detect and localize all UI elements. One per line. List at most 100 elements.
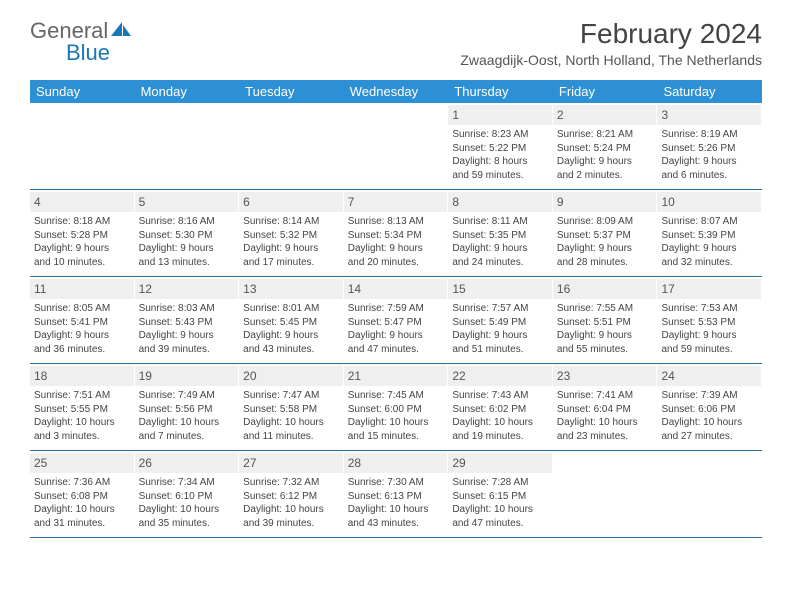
sunset-text: Sunset: 5:53 PM bbox=[661, 316, 757, 330]
sunrise-text: Sunrise: 8:19 AM bbox=[661, 128, 757, 142]
sunset-text: Sunset: 5:49 PM bbox=[452, 316, 548, 330]
day-number: 22 bbox=[448, 366, 552, 386]
dl2-text: and 7 minutes. bbox=[139, 430, 235, 444]
day-cell: 3 Sunrise: 8:19 AMSunset: 5:26 PMDaylight… bbox=[657, 103, 762, 189]
sunset-text: Sunset: 5:51 PM bbox=[557, 316, 653, 330]
dl2-text: and 47 minutes. bbox=[452, 517, 548, 531]
day-cell: 22 Sunrise: 7:43 AMSunset: 6:02 PMDayligh… bbox=[448, 364, 553, 450]
sunset-text: Sunset: 6:04 PM bbox=[557, 403, 653, 417]
sunset-text: Sunset: 6:06 PM bbox=[661, 403, 757, 417]
day-cell: 1Sunrise: 8:23 AMSunset: 5:22 PMDaylight… bbox=[448, 103, 553, 189]
day-cell: 21Sunrise: 7:45 AMSunset: 6:00 PMDayligh… bbox=[344, 364, 449, 450]
sunrise-text: Sunrise: 8:18 AM bbox=[34, 215, 130, 229]
dl1-text: Daylight: 10 hours bbox=[557, 416, 653, 430]
logo-blue-text-wrap: Blue bbox=[30, 40, 110, 66]
day-number: 28 bbox=[344, 453, 448, 473]
sunset-text: Sunset: 5:26 PM bbox=[661, 142, 757, 156]
sunrise-text: Sunrise: 7:57 AM bbox=[452, 302, 548, 316]
day-number: 24 bbox=[657, 366, 761, 386]
day-number: 4 bbox=[30, 192, 134, 212]
day-cell: 23Sunrise: 7:41 AMSunset: 6:04 PMDayligh… bbox=[553, 364, 658, 450]
sunrise-text: Sunrise: 8:14 AM bbox=[243, 215, 339, 229]
day-cell bbox=[30, 103, 135, 189]
day-cell: 12Sunrise: 8:03 AMSunset: 5:43 PMDayligh… bbox=[135, 277, 240, 363]
day-number: 14 bbox=[344, 279, 448, 299]
day-header: Monday bbox=[135, 80, 240, 103]
day-number: 16 bbox=[553, 279, 657, 299]
day-cell: 26Sunrise: 7:34 AMSunset: 6:10 PMDayligh… bbox=[135, 451, 240, 537]
sunset-text: Sunset: 5:58 PM bbox=[243, 403, 339, 417]
sunset-text: Sunset: 6:00 PM bbox=[348, 403, 444, 417]
day-cell: 18Sunrise: 7:51 AMSunset: 5:55 PMDayligh… bbox=[30, 364, 135, 450]
logo-text-blue: Blue bbox=[66, 40, 110, 65]
day-cell: 7Sunrise: 8:13 AMSunset: 5:34 PMDaylight… bbox=[344, 190, 449, 276]
dl1-text: Daylight: 9 hours bbox=[452, 242, 548, 256]
day-cell: 2Sunrise: 8:21 AMSunset: 5:24 PMDaylight… bbox=[553, 103, 658, 189]
dl1-text: Daylight: 10 hours bbox=[452, 416, 548, 430]
dl2-text: and 59 minutes. bbox=[452, 169, 548, 183]
day-number: 26 bbox=[135, 453, 239, 473]
sunrise-text: Sunrise: 7:30 AM bbox=[348, 476, 444, 490]
dl1-text: Daylight: 9 hours bbox=[243, 242, 339, 256]
month-title: February 2024 bbox=[460, 18, 762, 50]
day-number: 3 bbox=[657, 105, 761, 125]
dl1-text: Daylight: 9 hours bbox=[139, 329, 235, 343]
sunset-text: Sunset: 5:41 PM bbox=[34, 316, 130, 330]
day-cell: 28Sunrise: 7:30 AMSunset: 6:13 PMDayligh… bbox=[344, 451, 449, 537]
sunrise-text: Sunrise: 8:11 AM bbox=[452, 215, 548, 229]
sunset-text: Sunset: 5:24 PM bbox=[557, 142, 653, 156]
sunrise-text: Sunrise: 8:05 AM bbox=[34, 302, 130, 316]
day-header: Wednesday bbox=[344, 80, 449, 103]
dl1-text: Daylight: 9 hours bbox=[348, 242, 444, 256]
sunset-text: Sunset: 5:39 PM bbox=[661, 229, 757, 243]
dl2-text: and 43 minutes. bbox=[243, 343, 339, 357]
day-cell bbox=[344, 103, 449, 189]
sunset-text: Sunset: 5:56 PM bbox=[139, 403, 235, 417]
sunset-text: Sunset: 6:12 PM bbox=[243, 490, 339, 504]
dl1-text: Daylight: 9 hours bbox=[661, 155, 757, 169]
week-row: 25Sunrise: 7:36 AMSunset: 6:08 PMDayligh… bbox=[30, 451, 762, 538]
dl2-text: and 13 minutes. bbox=[139, 256, 235, 270]
day-number: 25 bbox=[30, 453, 134, 473]
sunrise-text: Sunrise: 7:43 AM bbox=[452, 389, 548, 403]
dl1-text: Daylight: 10 hours bbox=[661, 416, 757, 430]
day-number: 1 bbox=[448, 105, 552, 125]
dl2-text: and 59 minutes. bbox=[661, 343, 757, 357]
sunrise-text: Sunrise: 8:16 AM bbox=[139, 215, 235, 229]
sunrise-text: Sunrise: 7:53 AM bbox=[661, 302, 757, 316]
dl2-text: and 39 minutes. bbox=[243, 517, 339, 531]
sunrise-text: Sunrise: 7:47 AM bbox=[243, 389, 339, 403]
sunset-text: Sunset: 5:37 PM bbox=[557, 229, 653, 243]
dl1-text: Daylight: 9 hours bbox=[34, 329, 130, 343]
sunrise-text: Sunrise: 7:34 AM bbox=[139, 476, 235, 490]
day-number: 7 bbox=[344, 192, 448, 212]
week-row: 18Sunrise: 7:51 AMSunset: 5:55 PMDayligh… bbox=[30, 364, 762, 451]
day-number: 29 bbox=[448, 453, 552, 473]
dl2-text: and 17 minutes. bbox=[243, 256, 339, 270]
day-number: 13 bbox=[239, 279, 343, 299]
day-cell bbox=[135, 103, 240, 189]
sunrise-text: Sunrise: 8:07 AM bbox=[661, 215, 757, 229]
day-number: 19 bbox=[135, 366, 239, 386]
day-cell: 6Sunrise: 8:14 AMSunset: 5:32 PMDaylight… bbox=[239, 190, 344, 276]
day-cell bbox=[239, 103, 344, 189]
sunset-text: Sunset: 5:34 PM bbox=[348, 229, 444, 243]
day-number: 9 bbox=[553, 192, 657, 212]
sunset-text: Sunset: 6:02 PM bbox=[452, 403, 548, 417]
day-number: 27 bbox=[239, 453, 343, 473]
week-row: 1Sunrise: 8:23 AMSunset: 5:22 PMDaylight… bbox=[30, 103, 762, 190]
dl2-text: and 39 minutes. bbox=[139, 343, 235, 357]
dl2-text: and 23 minutes. bbox=[557, 430, 653, 444]
day-header: Sunday bbox=[30, 80, 135, 103]
calendar: SundayMondayTuesdayWednesdayThursdayFrid… bbox=[30, 80, 762, 538]
dl1-text: Daylight: 8 hours bbox=[452, 155, 548, 169]
sunrise-text: Sunrise: 8:01 AM bbox=[243, 302, 339, 316]
dl1-text: Daylight: 10 hours bbox=[243, 416, 339, 430]
day-number: 6 bbox=[239, 192, 343, 212]
dl1-text: Daylight: 9 hours bbox=[34, 242, 130, 256]
day-cell: 25Sunrise: 7:36 AMSunset: 6:08 PMDayligh… bbox=[30, 451, 135, 537]
day-number: 15 bbox=[448, 279, 552, 299]
week-row: 4Sunrise: 8:18 AMSunset: 5:28 PMDaylight… bbox=[30, 190, 762, 277]
day-cell: 17Sunrise: 7:53 AMSunset: 5:53 PMDayligh… bbox=[657, 277, 762, 363]
dl1-text: Daylight: 9 hours bbox=[348, 329, 444, 343]
